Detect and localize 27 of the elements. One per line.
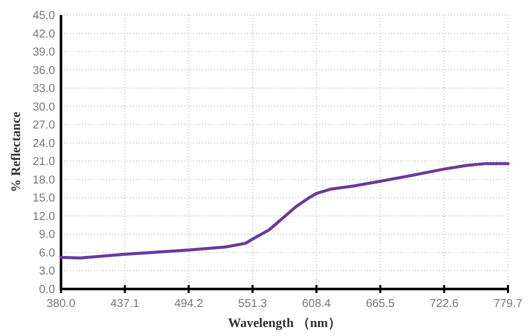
y-axis-title: % Reflectance: [8, 112, 23, 192]
x-tick-label: 779.7: [494, 298, 522, 310]
x-tick-label: 722.6: [430, 298, 459, 310]
x-axis-title: Wavelength （nm）: [228, 315, 342, 330]
x-tick-label: 665.5: [366, 298, 395, 310]
x-tick-label: 608.4: [302, 298, 332, 310]
y-tick-label: 9.0: [39, 229, 55, 242]
y-tick-label: 12.0: [32, 210, 55, 223]
y-tick-label: 36.0: [32, 64, 55, 77]
line-series: [60, 162, 510, 260]
y-tick-label: 30.0: [32, 101, 55, 114]
y-tick-label: 24.0: [32, 138, 55, 150]
y-tick-label: 42.0: [32, 28, 55, 40]
y-tick-label: 45.0: [32, 10, 55, 22]
y-tick-label: 27.0: [32, 120, 55, 132]
y-tick-label: 39.0: [32, 46, 55, 59]
x-tick-label: 551.3: [238, 298, 267, 310]
y-tick-label: 33.0: [32, 83, 55, 96]
x-tick-label: 494.2: [174, 298, 204, 310]
x-tick-label: 437.1: [110, 298, 140, 310]
y-tick-label: 21.0: [32, 156, 55, 168]
y-tick-label: 15.0: [32, 192, 55, 205]
y-tick-label: 0.0: [39, 284, 55, 296]
y-tick-label: 6.0: [39, 247, 55, 260]
y-tick-label: 3.0: [39, 266, 55, 278]
x-tick-label: 380.0: [46, 298, 76, 310]
y-tick-label: 18.0: [32, 174, 55, 186]
